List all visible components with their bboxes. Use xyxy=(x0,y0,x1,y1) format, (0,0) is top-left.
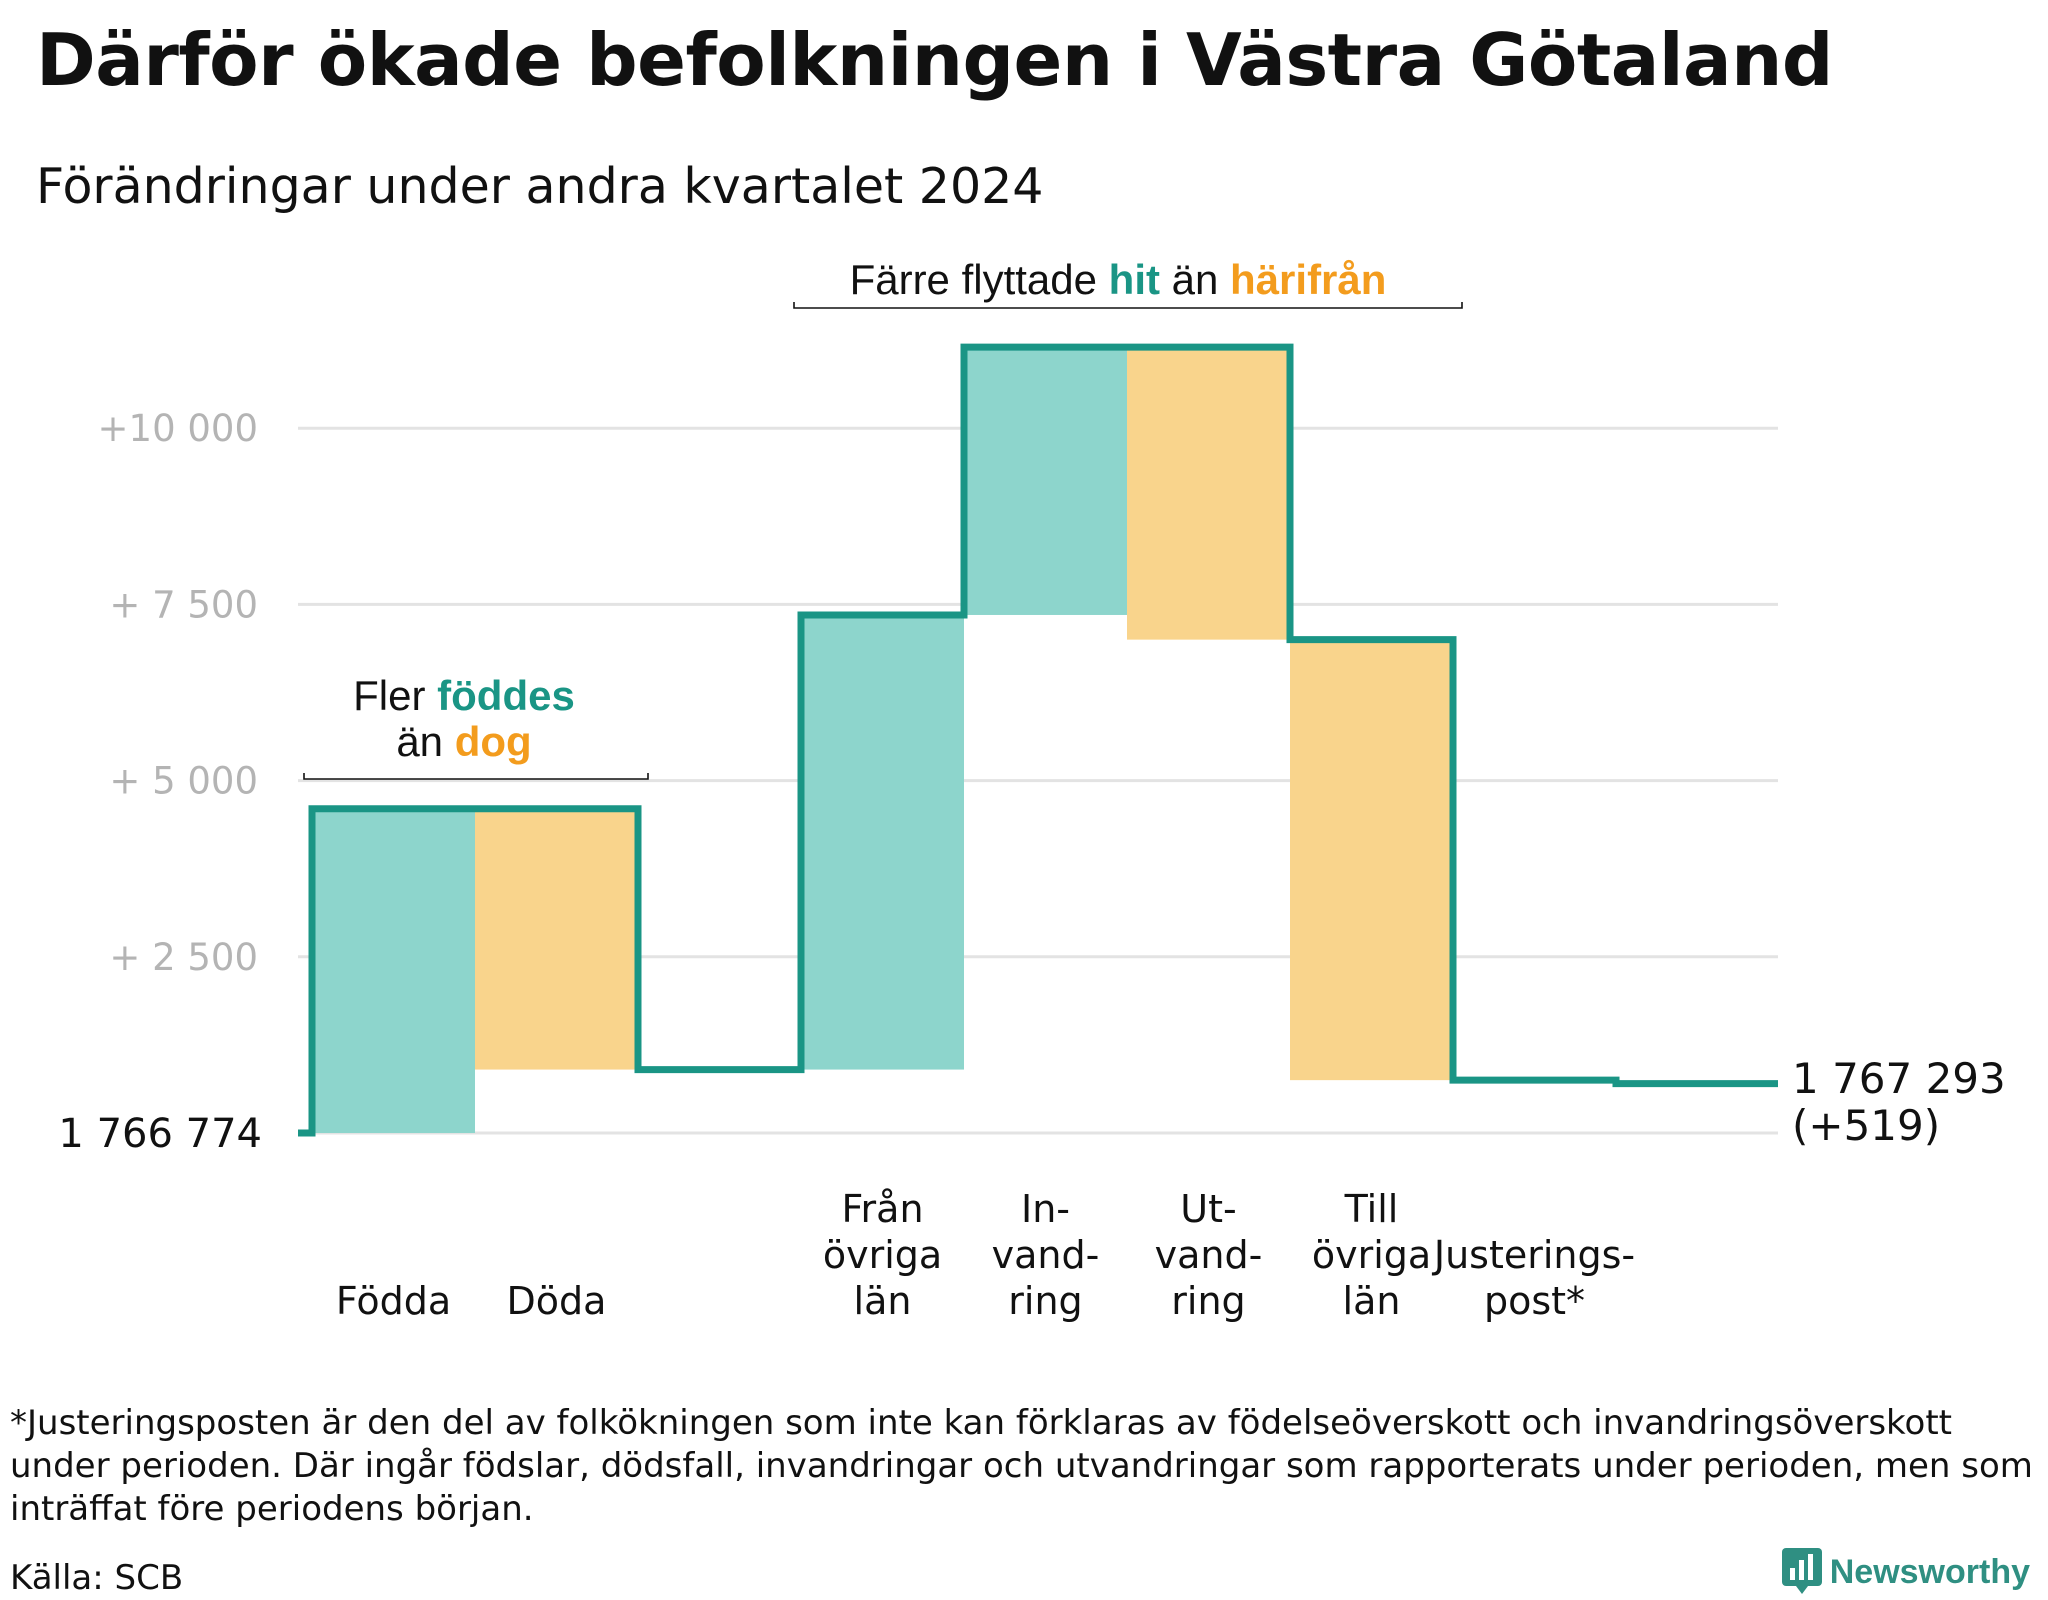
end-value-labels: 1 767 293(+519) xyxy=(1792,1054,2006,1150)
newsworthy-logo-icon xyxy=(1781,1548,1822,1594)
chart-title: Därför ökade befolkningen i Västra Götal… xyxy=(36,18,1833,102)
waterfall-bar xyxy=(964,347,1127,615)
annotation-bracket xyxy=(793,302,1463,309)
x-category-label: Ut-vand-ring xyxy=(1155,1187,1263,1323)
baseline-value-label: 1 766 774 xyxy=(58,1111,262,1157)
x-category-label: Döda xyxy=(507,1279,607,1323)
footnote: *Justeringsposten är den del av folkökni… xyxy=(10,1403,2033,1529)
y-tick-label: + 5 000 xyxy=(109,760,258,803)
waterfall-bar xyxy=(1127,347,1290,640)
waterfall-step-line xyxy=(298,343,1778,1137)
x-category-label: Från övriga län xyxy=(823,1187,942,1323)
newsworthy-brand[interactable]: Newsworthy xyxy=(1781,1548,2030,1596)
x-category-label: Justerings-post* xyxy=(1432,1233,1635,1323)
brand-name: Newsworthy xyxy=(1829,1552,2030,1591)
x-axis-category-labels: Födda Döda Från övriga län In-vand-ring Ut-van… xyxy=(336,1187,1635,1323)
annotation-text: Färre flyttade hit än härifrån xyxy=(850,256,1387,303)
chart-subtitle: Förändringar under andra kvartalet 2024 xyxy=(36,158,1044,215)
y-tick-label: +10 000 xyxy=(98,407,258,450)
waterfall-bar xyxy=(475,808,638,1070)
annotation-text: Fler föddes xyxy=(353,672,575,719)
annotation-bracket xyxy=(303,773,649,780)
y-tick-label: + 7 500 xyxy=(109,583,258,626)
waterfall-bar xyxy=(1290,639,1453,1081)
y-tick-label: + 2 500 xyxy=(109,936,258,979)
grid-lines xyxy=(298,426,1778,1135)
y-axis-tick-labels: + 2 500 + 5 000 + 7 500 +10 000 1 766 774 xyxy=(58,407,262,1157)
end-change-label: (+519) xyxy=(1792,1101,1940,1150)
end-value-label: 1 767 293 xyxy=(1792,1054,2006,1103)
waterfall-bar xyxy=(312,808,475,1133)
annotation-text: än dog xyxy=(396,718,531,765)
waterfall-bars xyxy=(312,347,1453,1133)
waterfall-bar xyxy=(801,614,964,1070)
source-note: Källa: SCB xyxy=(10,1558,184,1598)
x-category-label: In-vand-ring xyxy=(992,1187,1100,1323)
waterfall-step-line-group xyxy=(298,343,1778,1137)
x-category-label: Till övriga län xyxy=(1312,1187,1431,1323)
x-category-label: Födda xyxy=(336,1279,451,1323)
